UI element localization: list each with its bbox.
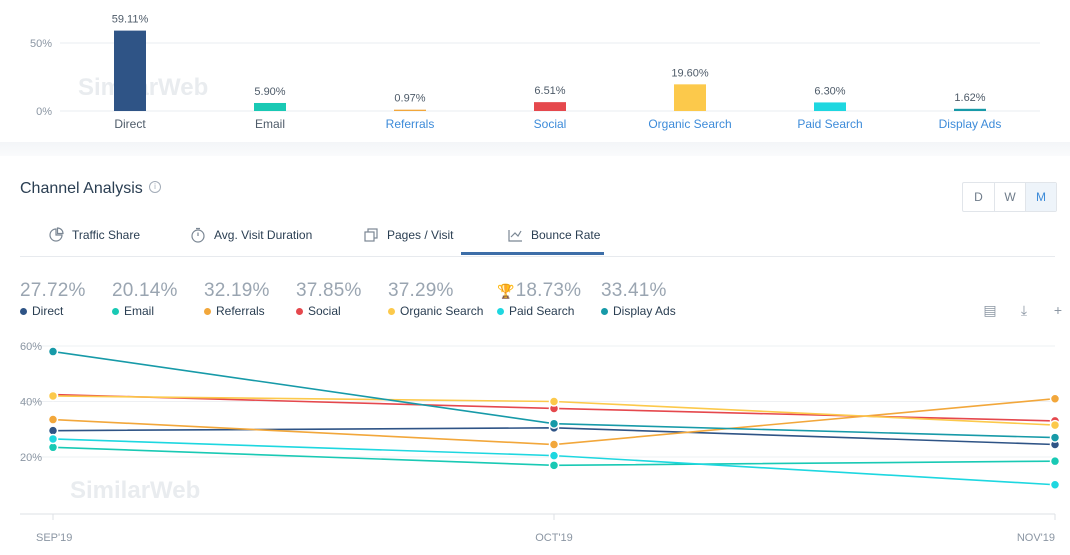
tab-label: Traffic Share [72,228,141,242]
legend-dot [112,307,119,315]
legend-dot [20,307,27,315]
bar-value-label: 0.97% [394,93,425,105]
bar-value-label: 6.30% [814,85,845,97]
legend-dot [497,307,504,315]
legend-item-paid-search[interactable]: 🏆18.73% Paid Search [497,280,581,320]
bar[interactable] [814,102,846,111]
legend-value: 37.85% [296,280,362,301]
legend-value: 33.41% [601,280,667,301]
stopwatch-icon [191,227,205,243]
bar-value-label: 5.90% [254,86,285,98]
legend-value: 32.19% [204,280,270,301]
legend-dot [388,307,395,315]
add-icon[interactable]: + [1053,302,1063,318]
bar-category-label: Direct [114,117,146,131]
bar-y-tick-label: 50% [30,38,52,50]
legend-dot [296,307,303,315]
pie-icon [49,227,64,242]
legend-label: Social [308,304,341,318]
section-divider [0,142,1070,156]
bar-value-label: 1.62% [954,92,985,104]
granularity-week-button[interactable]: W [994,183,1025,211]
legend-item-referrals[interactable]: 32.19% Referrals [204,280,270,320]
channel-analysis-panel: Channel Analysis i D W M Traffic Share A… [0,156,1070,555]
legend-dot [204,307,211,315]
bar[interactable] [954,108,986,111]
legend-value: 27.72% [20,280,86,301]
tab-avg-visit-duration[interactable]: Avg. Visit Duration [190,214,312,256]
legend-label: Paid Search [509,304,575,318]
bar[interactable] [534,102,566,111]
traffic-share-bar-panel: SimilarWeb 50%0%59.11%Direct5.90%Email0.… [0,0,1070,142]
bar-category-label[interactable]: Social [534,117,567,131]
traffic-share-bar-chart: SimilarWeb 50%0%59.11%Direct5.90%Email0.… [30,14,1040,131]
legend-dot [601,307,608,315]
bar-category-label[interactable]: Organic Search [648,117,731,131]
tab-pages-visit[interactable]: Pages / Visit [363,214,453,256]
trophy-icon: 🏆 [497,283,515,299]
granularity-month-button[interactable]: M [1025,183,1056,211]
bar[interactable] [394,109,426,111]
legend-item-display-ads[interactable]: 33.41% Display Ads [601,280,676,320]
bar-value-label: 19.60% [671,67,709,79]
metric-tabs: Traffic Share Avg. Visit Duration Pages … [20,214,1055,257]
bar-value-label: 6.51% [534,85,565,97]
tab-traffic-share[interactable]: Traffic Share [48,214,140,256]
bar[interactable] [114,30,146,112]
section-title: Channel Analysis [20,180,143,197]
legend-value: 18.73% [515,280,582,301]
legend-item-direct[interactable]: 27.72% Direct [20,280,86,320]
granularity-toggle: D W M [962,182,1057,212]
legend-value: 20.14% [112,280,178,301]
bar-category-label[interactable]: Display Ads [939,117,1002,131]
legend-label: Email [124,304,155,318]
tab-label: Pages / Visit [387,228,454,242]
tab-label: Bounce Rate [531,228,601,242]
bar-category-label: Email [255,117,285,131]
export-excel-icon[interactable]: ▤ [983,302,997,318]
active-tab-indicator [461,252,604,255]
legend-label: Direct [32,304,64,318]
legend-item-email[interactable]: 20.14% Email [112,280,178,320]
bar-category-label[interactable]: Referrals [386,117,435,131]
bar-category-label[interactable]: Paid Search [797,117,862,131]
legend-label: Organic Search [400,304,484,318]
legend-item-social[interactable]: 37.85% Social [296,280,362,320]
tab-label: Avg. Visit Duration [214,228,313,242]
legend-label: Display Ads [613,304,676,318]
bar[interactable] [254,102,286,111]
tab-bounce-rate[interactable]: Bounce Rate [507,214,600,256]
bar-y-tick-label: 0% [36,106,52,118]
legend-label: Referrals [216,304,265,318]
bar[interactable] [674,84,706,111]
download-icon[interactable]: ⤓ [1020,302,1028,318]
bounce-icon [508,230,522,242]
granularity-day-button[interactable]: D [974,190,983,204]
legend-item-organic-search[interactable]: 37.29% Organic Search [388,280,483,320]
pages-icon [364,228,378,242]
legend-value: 37.29% [388,280,454,301]
bar-value-label: 59.11% [112,14,149,26]
info-icon[interactable]: i [149,181,161,193]
chart-tools: ▤ ⤓ + [980,302,1068,319]
